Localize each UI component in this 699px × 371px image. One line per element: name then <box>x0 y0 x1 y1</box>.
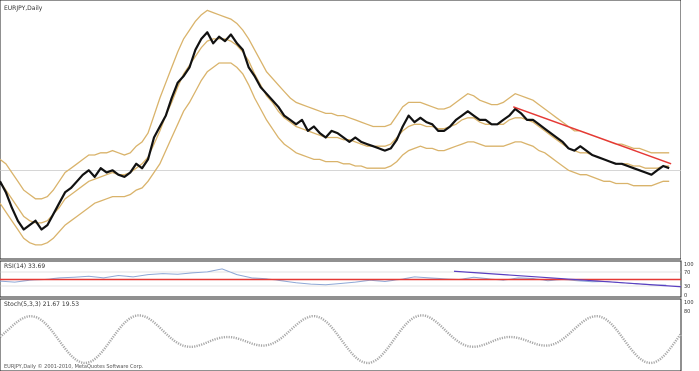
price-pane-label: EURJPY,Daily <box>4 5 43 12</box>
rsi-pane: RSI(14) 33.69 100 70 30 0 <box>0 260 694 299</box>
stochastic-pane-label: Stoch(5,3,3) 21.67 19.53 <box>4 301 79 308</box>
rsi-divergence-line <box>453 270 682 288</box>
rsi-axis-30: 30 <box>684 284 690 290</box>
rsi-pane-label: RSI(14) 33.69 <box>4 263 45 270</box>
price-pane: EURJPY,Daily <box>0 0 682 260</box>
copyright-text: EURJPY,Daily © 2001-2010, MetaQuotes Sof… <box>4 363 144 370</box>
stoch-axis-80: 80 <box>684 309 690 315</box>
stochastic-pane: Stoch(5,3,3) 21.67 19.53 EURJPY,Daily © … <box>0 298 694 371</box>
rsi-axis-70: 70 <box>684 270 690 276</box>
rsi-axis-100: 100 <box>684 262 694 268</box>
bollinger-lower-band <box>0 62 670 246</box>
right-axis-strip <box>681 0 699 371</box>
rsi-axis-0: 0 <box>684 293 687 299</box>
stoch-axis-100: 100 <box>684 300 694 306</box>
bollinger-upper-band <box>0 9 670 200</box>
stochastic-line <box>0 314 682 365</box>
bollinger-middle-band <box>0 38 670 224</box>
price-pane-frame <box>0 0 682 260</box>
price-trendline <box>512 106 672 165</box>
stochastic-pane-frame <box>0 298 682 371</box>
price-series-line <box>0 31 670 231</box>
